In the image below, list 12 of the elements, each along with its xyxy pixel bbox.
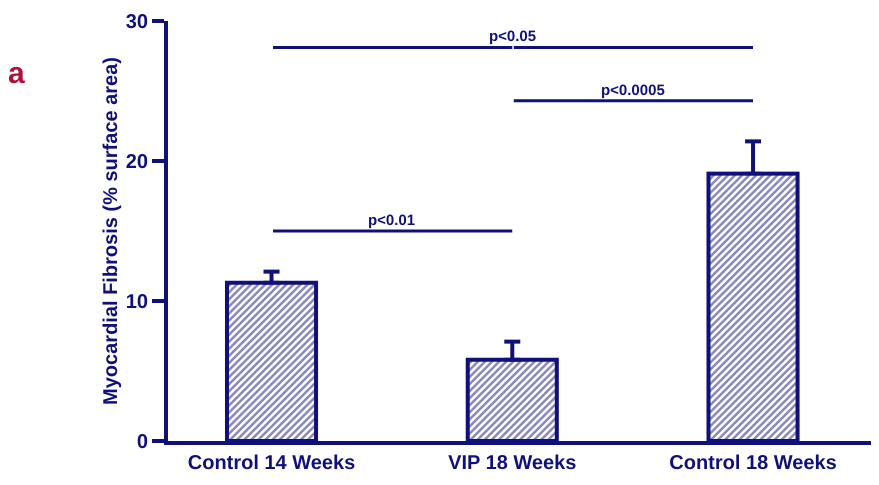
x-tick-label: Control 18 Weeks: [669, 452, 837, 474]
x-tick-label: VIP 18 Weeks: [448, 452, 576, 474]
y-tick-label: 10: [126, 291, 148, 313]
annotation: p<0.01: [368, 212, 416, 229]
y-axis-title: Myocardial Fibrosis (% surface area): [100, 57, 122, 405]
x-tick-label: Control 14 Weeks: [188, 452, 356, 474]
y-tick-label: 20: [126, 151, 148, 173]
annotation: p<0.05: [489, 28, 536, 45]
annotation: p<0.0005: [601, 82, 665, 99]
text: a: [8, 57, 25, 90]
y-tick-label: 0: [136, 431, 148, 453]
y-tick-label: 30: [126, 11, 148, 33]
